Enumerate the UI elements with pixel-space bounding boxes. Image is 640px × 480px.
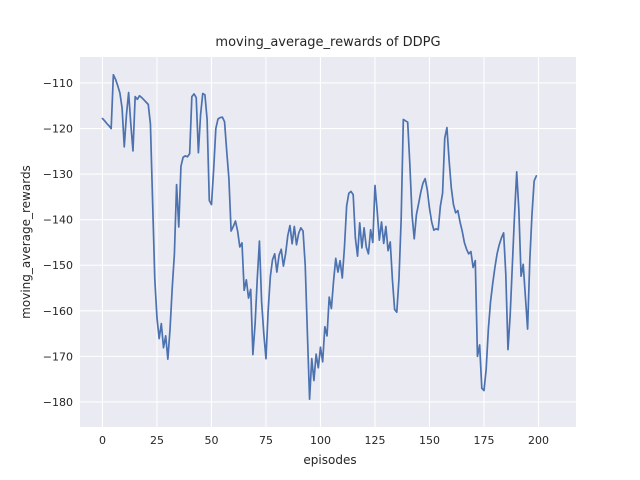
reward-line-series [101,73,538,401]
x-axis-tick-labels: 0 25 50 75 100 125 150 175 200 [99,434,549,447]
y-tick-label: −170 [43,350,73,363]
plot-area [80,57,576,427]
y-tick-label: −120 [43,123,73,136]
x-axis-label: episodes [303,453,356,467]
y-tick-label: −110 [43,77,73,90]
y-axis-tick-labels: −110 −120 −130 −140 −150 −160 −170 −180 [43,77,73,409]
y-tick-label: −140 [43,214,73,227]
y-tick-label: −180 [43,396,73,409]
chart-title: moving_average_rewards of DDPG [215,35,440,50]
y-tick-label: −160 [43,305,73,318]
y-tick-label: −150 [43,259,73,272]
x-tick-label: 200 [528,434,549,447]
x-tick-label: 125 [364,434,385,447]
x-tick-label: 0 [99,434,106,447]
x-tick-label: 50 [204,434,218,447]
x-tick-label: 75 [259,434,273,447]
y-axis-label: moving_average_rewards [19,165,33,319]
x-tick-label: 150 [419,434,440,447]
x-tick-label: 100 [310,434,331,447]
x-tick-label: 25 [150,434,164,447]
x-tick-label: 175 [473,434,494,447]
y-tick-label: −130 [43,168,73,181]
